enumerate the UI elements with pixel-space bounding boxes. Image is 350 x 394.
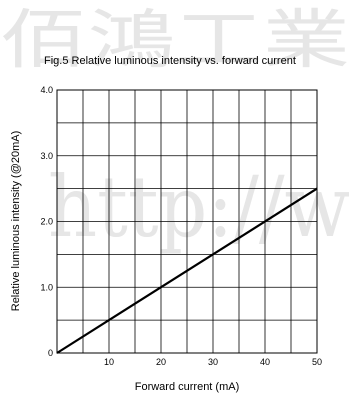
x-tick-label: 30 <box>208 357 218 367</box>
watermark: 佰鴻工業 http://w <box>0 4 350 256</box>
y-axis-title: Relative luminous intensity (@20mA) <box>10 131 22 312</box>
y-tick-label: 0 <box>48 348 53 358</box>
x-tick-label: 40 <box>260 357 270 367</box>
x-tick-label: 20 <box>156 357 166 367</box>
series-layer <box>56 187 318 354</box>
tick-labels: 10 20 30 40 50 0 1.0 2.0 3.0 4.0 <box>40 85 322 367</box>
watermark-top-text: 佰鴻工業 <box>0 4 350 78</box>
y-tick-label: 3.0 <box>40 151 53 161</box>
watermark-url-text: http://w <box>48 158 350 256</box>
series-line-0 <box>56 187 318 354</box>
chart-title: Fig.5 Relative luminous intensity vs. fo… <box>44 55 296 67</box>
y-tick-label: 2.0 <box>40 217 53 227</box>
y-tick-label: 1.0 <box>40 282 53 292</box>
y-tick-label: 4.0 <box>40 85 53 95</box>
plot-frame <box>56 89 318 354</box>
x-tick-label: 10 <box>104 357 114 367</box>
x-axis-title: Forward current (mA) <box>135 381 240 393</box>
plot-grid <box>57 90 317 353</box>
x-tick-label: 50 <box>312 357 322 367</box>
